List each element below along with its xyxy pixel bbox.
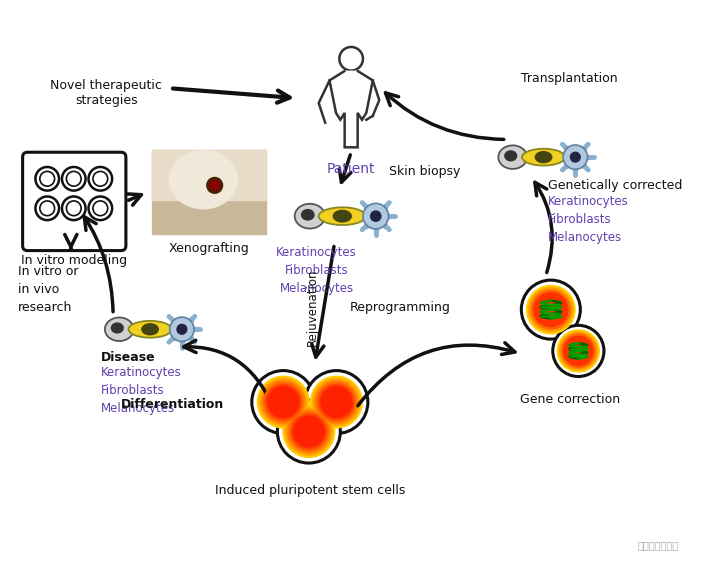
Circle shape [317,383,356,422]
Ellipse shape [142,324,159,335]
Circle shape [207,177,223,193]
Ellipse shape [169,150,237,209]
Ellipse shape [522,149,565,165]
Text: Reprogramming: Reprogramming [350,301,451,313]
Circle shape [62,167,86,190]
Text: Novel therapeutic
strategies: Novel therapeutic strategies [50,79,162,107]
Circle shape [89,167,112,190]
Text: Differentiation: Differentiation [121,398,223,411]
Circle shape [287,410,331,453]
Text: Induced pluripotent stem cells: Induced pluripotent stem cells [215,484,405,496]
Ellipse shape [111,323,124,333]
Circle shape [570,152,580,162]
Ellipse shape [498,145,527,169]
Circle shape [293,416,324,447]
Circle shape [252,371,315,434]
Circle shape [531,290,570,329]
Circle shape [305,371,368,434]
Circle shape [319,384,354,420]
Circle shape [521,280,580,339]
Text: Keratinocytes
Fibroblasts
Melanocytes: Keratinocytes Fibroblasts Melanocytes [548,194,628,244]
Text: Genetically corrected: Genetically corrected [548,179,683,192]
Text: Disease: Disease [101,351,156,364]
Text: Skin biopsy: Skin biopsy [388,165,460,178]
Circle shape [553,325,604,376]
Circle shape [527,285,575,334]
Circle shape [266,384,301,420]
Circle shape [66,172,81,186]
Text: In vitro modeling: In vitro modeling [21,253,127,267]
Circle shape [210,180,220,190]
Circle shape [36,167,59,190]
Circle shape [313,378,360,426]
Bar [153,150,266,200]
Circle shape [558,330,599,372]
Circle shape [89,197,112,220]
Circle shape [62,197,86,220]
Ellipse shape [301,209,314,220]
Circle shape [285,408,333,455]
Text: Rejuvenation: Rejuvenation [306,268,319,346]
Circle shape [40,172,54,186]
Circle shape [563,145,588,169]
Circle shape [560,332,597,370]
Text: 干细胞与外泌体: 干细胞与外泌体 [638,541,679,551]
Circle shape [562,334,595,368]
Circle shape [315,380,358,424]
Circle shape [259,378,307,426]
Text: Keratinocytes
Fibroblasts
Melanocytes: Keratinocytes Fibroblasts Melanocytes [276,245,357,295]
Circle shape [263,383,303,422]
Text: Transplantation: Transplantation [521,72,618,85]
Circle shape [258,376,309,428]
Circle shape [363,204,388,229]
Circle shape [534,293,568,327]
Circle shape [170,317,194,341]
Circle shape [321,387,352,418]
Circle shape [283,406,335,458]
FancyBboxPatch shape [23,152,126,251]
Circle shape [291,414,326,449]
Ellipse shape [536,152,552,162]
Circle shape [93,172,108,186]
Circle shape [66,201,81,216]
Circle shape [563,336,593,366]
Ellipse shape [295,204,325,229]
Ellipse shape [129,321,171,337]
Circle shape [177,324,187,334]
Text: Keratinocytes
Fibroblasts
Melanocytes: Keratinocytes Fibroblasts Melanocytes [101,366,182,415]
Ellipse shape [333,210,351,222]
Text: In vitro or
in vivo
research: In vitro or in vivo research [18,265,79,315]
Bar [153,150,266,234]
Circle shape [529,288,573,331]
Circle shape [40,201,54,216]
Ellipse shape [505,151,517,161]
Circle shape [93,201,108,216]
Circle shape [277,400,341,463]
Circle shape [371,211,381,221]
PathPatch shape [329,70,373,148]
Circle shape [268,387,298,418]
Ellipse shape [105,317,134,341]
Text: Gene correction: Gene correction [521,393,620,406]
Circle shape [311,376,362,428]
Circle shape [289,412,328,451]
Circle shape [261,380,305,424]
Text: Patient: Patient [327,162,376,176]
Circle shape [36,197,59,220]
Text: Xenografting: Xenografting [169,242,249,255]
Ellipse shape [318,207,366,225]
